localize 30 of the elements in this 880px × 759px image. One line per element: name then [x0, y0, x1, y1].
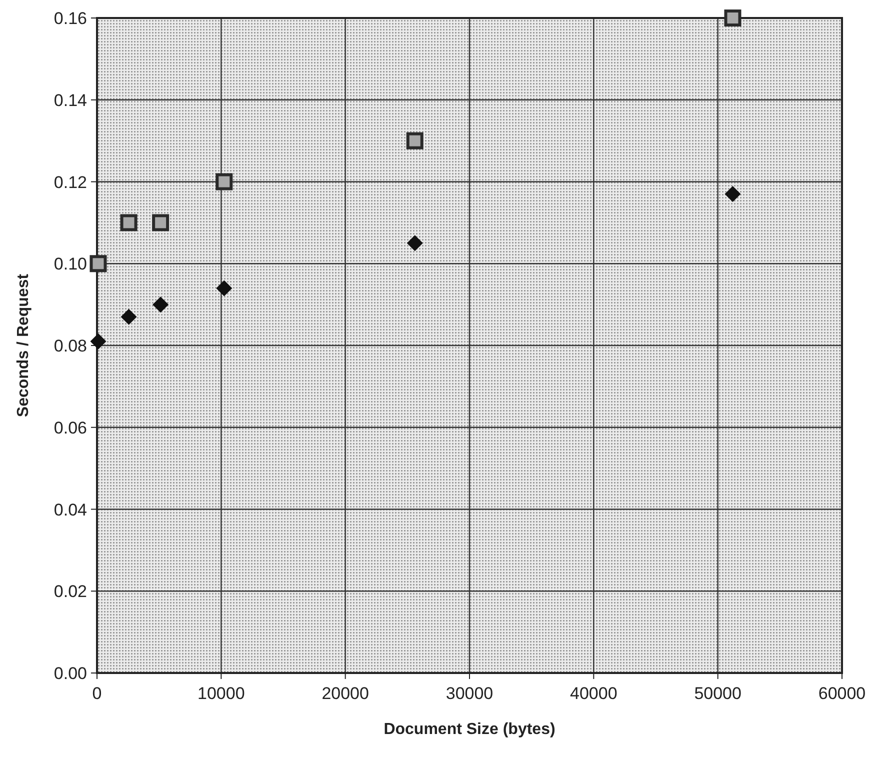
point [120, 308, 137, 325]
point [152, 214, 170, 232]
point [152, 296, 169, 313]
y-tick-label: 0.00 [54, 664, 87, 683]
y-axis-title: Seconds / Request [15, 273, 32, 418]
x-axis-title: Document Size (bytes) [384, 721, 556, 738]
point [90, 255, 107, 272]
y-tick-label: 0.04 [54, 500, 87, 520]
point [406, 132, 424, 150]
x-tick-label: 0 [92, 684, 102, 703]
y-tick-label: 0.08 [54, 336, 87, 356]
y-tick-label: 0.14 [54, 90, 87, 110]
y-tick-label: 0.12 [54, 172, 87, 192]
x-tick-label: 40000 [570, 684, 618, 703]
point [90, 333, 106, 350]
point [406, 235, 423, 252]
x-tick-label: 20000 [322, 684, 369, 703]
y-tick-label: 0.10 [54, 254, 87, 274]
x-tick-label: 30000 [446, 684, 494, 703]
y-tick-label: 0.06 [54, 418, 87, 438]
x-tick-label: 10000 [198, 684, 245, 703]
point [216, 280, 232, 296]
point [724, 10, 742, 26]
point [724, 186, 741, 202]
point [120, 214, 138, 232]
x-tick-label: 50000 [694, 684, 742, 703]
y-tick-label: 0.02 [54, 582, 87, 602]
x-tick-label: 60000 [818, 684, 866, 703]
y-tick-label: 0.16 [54, 9, 87, 28]
point [216, 173, 233, 190]
